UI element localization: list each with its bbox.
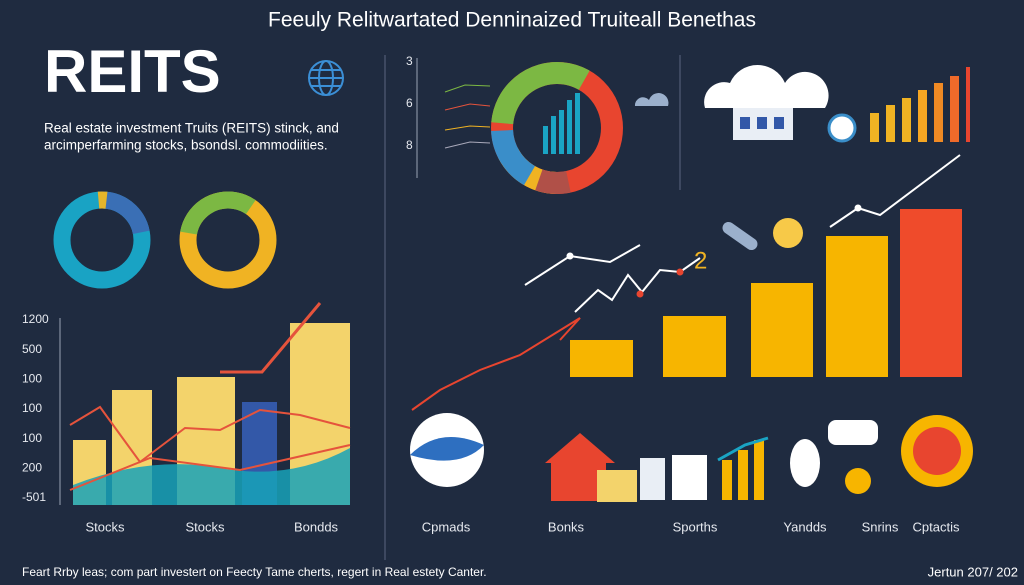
- category-label: Snrins: [862, 519, 899, 534]
- donut-axis: 3 6 8: [406, 54, 491, 178]
- category-label: Yandds: [783, 519, 827, 534]
- top-right-bars: [870, 67, 970, 142]
- line-marker: 2: [694, 247, 707, 274]
- left-axis: 1200 500 100 100 100 200 -501: [22, 312, 61, 505]
- footer-note: Feart Rrby leas; com part investert on F…: [22, 565, 487, 579]
- axis-label: 1200: [22, 312, 49, 326]
- description-line: arcimperfarming stocks, bsondsl. commodi…: [44, 138, 328, 153]
- category-label: Cpmads: [422, 519, 471, 534]
- category-label: Sporths: [673, 519, 718, 534]
- page-title: Feeuly Relitwartated Denninaized Truitea…: [268, 9, 756, 32]
- axis-label: 100: [22, 372, 42, 386]
- axis-label: 100: [22, 431, 42, 445]
- axis-label: 6: [406, 96, 413, 110]
- axis-label: 3: [406, 54, 413, 68]
- heading: REITS: [44, 38, 221, 105]
- axis-label: 8: [406, 138, 413, 152]
- donut-bars: [543, 93, 580, 154]
- category-label: Stocks: [85, 519, 125, 534]
- axis-label: 500: [22, 342, 42, 356]
- donut-left: [53, 191, 151, 289]
- category-label: Bonks: [548, 519, 585, 534]
- category-label: Cptactis: [913, 519, 960, 534]
- footer-date: Jertun 207/ 202: [928, 564, 1018, 579]
- bottom-icons: [410, 413, 973, 502]
- category-label: Bondds: [294, 519, 339, 534]
- cloud-icon: [634, 93, 669, 106]
- description-line: Real estate investment Truits (REITS) st…: [44, 121, 339, 136]
- category-label: Stocks: [185, 519, 225, 534]
- axis-label: -501: [22, 490, 46, 504]
- right-growth-bars: [411, 154, 962, 411]
- axis-label: 200: [22, 461, 42, 475]
- left-buildings: [69, 302, 351, 505]
- axis-label: 100: [22, 401, 42, 415]
- house-cloud: [704, 64, 857, 143]
- donut-center: [491, 62, 623, 195]
- donut-right: [179, 191, 277, 289]
- globe-icon: [308, 60, 344, 96]
